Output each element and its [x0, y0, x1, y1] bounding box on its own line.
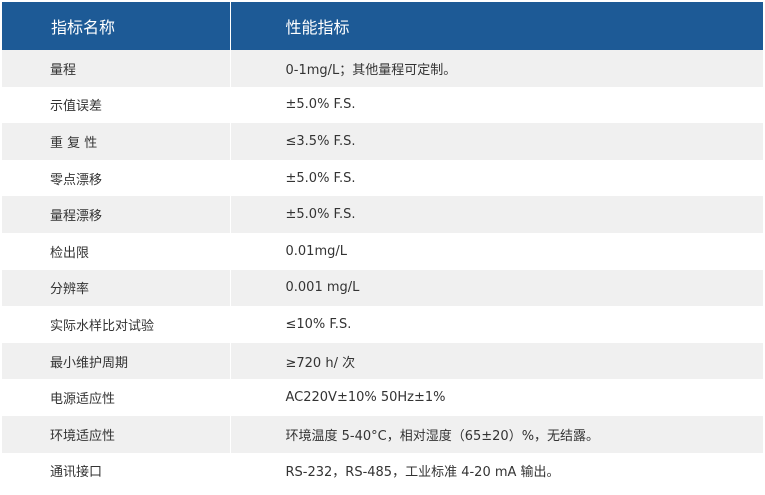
row-name: 量程漂移: [2, 196, 230, 233]
table-body: 量程 0-1mg/L；其他量程可定制。 示值误差 ±5.0% F.S. 重 复 …: [2, 50, 763, 490]
row-value: ≥720 h/ 次: [229, 342, 763, 380]
row-name: 检出限: [2, 232, 230, 270]
table-row: 检出限 0.01mg/L: [2, 232, 763, 270]
table-row: 分辨率 0.001 mg/L: [2, 269, 763, 307]
row-name: 实际水样比对试验: [2, 306, 230, 343]
row-value: 环境温度 5-40°C，相对湿度（65±20）%，无结露。: [229, 415, 763, 453]
row-name: 电源适应性: [2, 379, 230, 416]
row-name: 重 复 性: [2, 123, 230, 160]
table-row: 零点漂移 ±5.0% F.S.: [2, 159, 763, 197]
row-value: ±5.0% F.S.: [229, 159, 763, 197]
table-row: 实际水样比对试验 ≤10% F.S.: [2, 306, 763, 343]
table-row: 示值误差 ±5.0% F.S.: [2, 86, 763, 124]
header-indicator-name: 指标名称: [2, 2, 230, 50]
table-header: 指标名称 性能指标: [2, 2, 763, 50]
row-value: 0-1mg/L；其他量程可定制。: [229, 50, 763, 87]
table-row: 最小维护周期 ≥720 h/ 次: [2, 342, 763, 380]
row-value: ±5.0% F.S.: [229, 196, 763, 233]
row-value: 0.001 mg/L: [229, 269, 763, 307]
header-performance-spec: 性能指标: [229, 2, 763, 50]
row-value: ≤3.5% F.S.: [229, 123, 763, 160]
row-name: 量程: [2, 50, 230, 87]
row-name: 示值误差: [2, 86, 230, 124]
row-name: 最小维护周期: [2, 342, 230, 380]
table-row: 量程 0-1mg/L；其他量程可定制。: [2, 50, 763, 87]
row-value: 0.01mg/L: [229, 232, 763, 270]
table-row: 通讯接口 RS-232，RS-485，工业标准 4-20 mA 输出。: [2, 452, 763, 490]
row-name: 分辨率: [2, 269, 230, 307]
row-name: 通讯接口: [2, 452, 230, 490]
table-row: 量程漂移 ±5.0% F.S.: [2, 196, 763, 233]
header-row: 指标名称 性能指标: [2, 2, 763, 50]
row-name: 环境适应性: [2, 415, 230, 453]
row-value: ≤10% F.S.: [229, 306, 763, 343]
row-value: RS-232，RS-485，工业标准 4-20 mA 输出。: [229, 452, 763, 490]
table-row: 环境适应性 环境温度 5-40°C，相对湿度（65±20）%，无结露。: [2, 415, 763, 453]
row-value: AC220V±10% 50Hz±1%: [229, 379, 763, 416]
table-row: 电源适应性 AC220V±10% 50Hz±1%: [2, 379, 763, 416]
row-value: ±5.0% F.S.: [229, 86, 763, 124]
row-name: 零点漂移: [2, 159, 230, 197]
table-row: 重 复 性 ≤3.5% F.S.: [2, 123, 763, 160]
